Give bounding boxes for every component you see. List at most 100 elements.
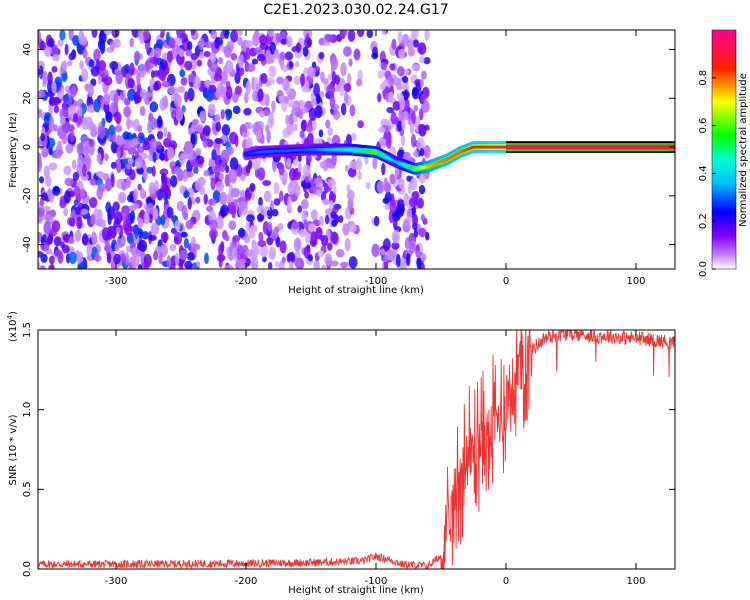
colorbar-label: Normalized spectral amplitude xyxy=(738,73,749,227)
noise-cell xyxy=(342,223,350,236)
noise-cell xyxy=(170,175,178,188)
noise-cell xyxy=(303,218,308,230)
noise-cell xyxy=(143,137,149,146)
noise-cell xyxy=(103,93,111,106)
noise-cell xyxy=(148,113,153,123)
svg-text:(x104): (x104) xyxy=(6,311,19,342)
noise-cell xyxy=(129,37,134,48)
noise-cell xyxy=(187,73,196,83)
noise-cell xyxy=(251,58,259,65)
noise-cell xyxy=(388,249,396,262)
snr-y-multiplier-exp: 4 xyxy=(6,314,14,319)
noise-cell xyxy=(418,227,427,238)
noise-cell xyxy=(245,164,251,174)
noise-cell xyxy=(127,146,137,155)
noise-cell xyxy=(297,162,302,173)
noise-cell xyxy=(306,133,314,147)
noise-cell xyxy=(69,130,75,143)
noise-cell xyxy=(224,264,234,269)
noise-cell xyxy=(379,82,386,91)
noise-cell xyxy=(160,231,169,243)
noise-cell xyxy=(125,176,132,189)
noise-cell xyxy=(65,143,74,154)
noise-cell xyxy=(380,118,389,127)
noise-cell xyxy=(127,194,134,203)
noise-cell xyxy=(267,115,275,129)
noise-cell xyxy=(131,254,140,268)
noise-cell xyxy=(203,170,210,177)
noise-cell xyxy=(272,159,277,172)
noise-cell xyxy=(237,36,243,46)
colorbar-gradient xyxy=(712,30,736,269)
noise-cell xyxy=(57,39,64,47)
noise-cell xyxy=(348,58,353,67)
snr-y-multiplier-close: ) xyxy=(8,311,19,315)
noise-cell xyxy=(101,117,106,127)
noise-cell xyxy=(186,252,195,261)
noise-cell xyxy=(387,76,392,84)
noise-cell xyxy=(126,116,131,131)
noise-cell xyxy=(275,236,281,248)
noise-cell xyxy=(251,262,258,269)
noise-cell xyxy=(228,131,238,145)
noise-cell xyxy=(134,50,141,62)
noise-cell xyxy=(143,171,148,181)
noise-cell xyxy=(268,65,277,78)
noise-cell xyxy=(52,96,61,106)
noise-cell xyxy=(215,121,221,132)
noise-cell xyxy=(156,188,164,201)
noise-cell xyxy=(330,211,337,219)
spectrogram-y-tick-label: -20 xyxy=(22,188,33,204)
noise-cell xyxy=(179,249,188,261)
noise-cell xyxy=(144,91,153,98)
noise-cell xyxy=(223,45,232,58)
noise-cell xyxy=(335,248,345,258)
noise-cell xyxy=(134,225,139,239)
noise-cell xyxy=(300,199,309,210)
noise-cell xyxy=(262,256,267,263)
noise-cell xyxy=(308,107,317,121)
noise-cell xyxy=(357,170,363,180)
noise-cell xyxy=(116,159,122,174)
noise-cell xyxy=(398,178,405,190)
noise-cell xyxy=(237,54,245,69)
noise-cell xyxy=(158,252,163,265)
noise-cell xyxy=(277,222,284,231)
noise-cell xyxy=(114,242,120,252)
noise-cell xyxy=(373,215,380,227)
noise-cell xyxy=(173,93,182,108)
noise-cell xyxy=(232,105,241,115)
noise-cell xyxy=(306,38,312,48)
noise-cell xyxy=(70,208,77,218)
noise-cell xyxy=(179,69,186,78)
noise-cell xyxy=(80,208,88,215)
noise-cell xyxy=(382,197,390,204)
noise-cell xyxy=(174,166,181,176)
noise-cell xyxy=(97,125,106,139)
signal-band-core xyxy=(506,144,675,150)
noise-cell xyxy=(41,192,48,201)
noise-cell xyxy=(146,120,153,134)
noise-cell xyxy=(63,165,72,176)
noise-cell xyxy=(397,120,403,132)
noise-cell xyxy=(133,188,139,202)
noise-cell xyxy=(104,242,111,252)
noise-cell xyxy=(38,176,45,184)
noise-cell xyxy=(115,70,123,85)
noise-cell xyxy=(219,204,229,217)
noise-cell xyxy=(244,92,249,104)
noise-cell xyxy=(300,73,305,87)
noise-cell xyxy=(38,109,42,119)
noise-cell xyxy=(38,89,46,99)
noise-cell xyxy=(78,35,88,46)
noise-cell xyxy=(294,61,300,68)
noise-cell xyxy=(256,53,266,62)
noise-cell xyxy=(349,104,356,117)
noise-cell xyxy=(136,146,145,154)
noise-cell xyxy=(286,35,293,48)
noise-cell xyxy=(417,197,424,209)
snr-y-multiplier: (x104) xyxy=(6,311,19,342)
noise-cell xyxy=(270,228,279,240)
noise-cell xyxy=(59,108,64,119)
